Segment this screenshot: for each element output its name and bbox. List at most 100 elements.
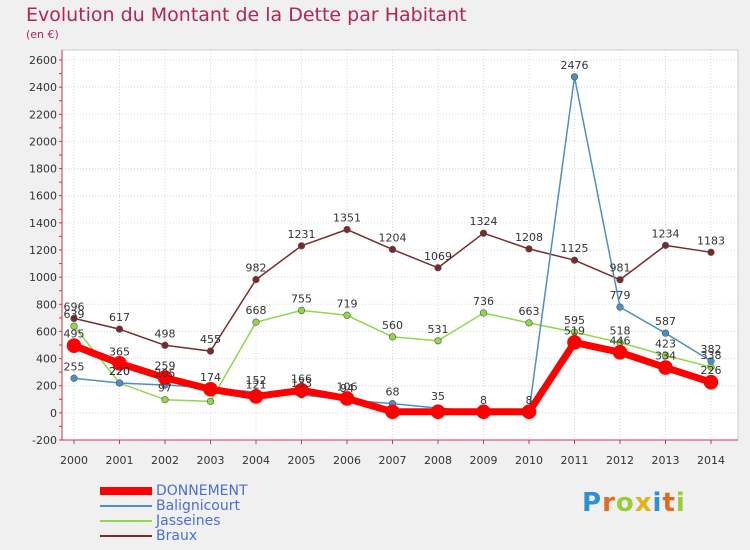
legend-label: Balignicourt (156, 498, 240, 514)
data-point (252, 318, 260, 326)
data-label: 617 (109, 311, 130, 324)
data-point (658, 360, 673, 375)
data-label: 152 (246, 374, 267, 387)
data-point (248, 389, 264, 404)
data-label: 1204 (379, 231, 407, 244)
x-tick-label: 2005 (288, 454, 316, 467)
x-tick-label: 2007 (379, 454, 407, 467)
data-point (703, 374, 719, 390)
data-point (707, 357, 715, 365)
data-point (297, 306, 306, 314)
y-tick-label: 1000 (29, 271, 57, 284)
data-label: 587 (655, 315, 676, 328)
y-tick-label: 800 (36, 298, 57, 311)
data-label: 1183 (697, 234, 725, 247)
data-point (479, 309, 488, 317)
x-tick-label: 2013 (652, 454, 680, 467)
data-point (161, 341, 169, 349)
data-point (112, 356, 127, 371)
data-label: 133 (291, 377, 312, 390)
x-tick-label: 2012 (606, 454, 634, 467)
data-point (294, 383, 309, 398)
x-tick-label: 2002 (151, 454, 179, 467)
y-tick-label: 600 (36, 325, 57, 338)
data-label: 1208 (515, 231, 543, 244)
data-label: 220 (109, 365, 130, 378)
data-label: 382 (701, 343, 722, 356)
data-label: 696 (64, 300, 85, 313)
data-label: 518 (610, 325, 631, 338)
x-tick-label: 2011 (561, 454, 589, 467)
data-point (70, 322, 78, 330)
data-point (661, 351, 670, 360)
data-label: 8 (480, 394, 487, 407)
data-label: 423 (655, 337, 676, 350)
y-tick-label: -200 (32, 434, 57, 447)
data-point (343, 225, 351, 234)
data-point (616, 303, 624, 311)
data-point (206, 347, 215, 355)
data-point (567, 335, 582, 350)
data-point (157, 370, 173, 386)
data-point (388, 245, 397, 254)
data-label: 639 (64, 308, 85, 321)
data-point (70, 314, 78, 323)
legend-label: DONNEMENT (156, 483, 248, 499)
data-point (616, 276, 624, 284)
legend-label: Braux (156, 528, 198, 544)
y-tick-label: 2000 (29, 135, 57, 148)
data-point (661, 241, 670, 249)
data-label: 1351 (333, 212, 361, 225)
data-label: 338 (701, 349, 722, 362)
data-point (430, 404, 446, 420)
data-point (252, 275, 260, 284)
data-point (476, 404, 491, 420)
legend-swatch (100, 520, 152, 522)
y-tick-label: 2400 (29, 81, 57, 94)
x-tick-label: 2003 (197, 454, 225, 467)
legend-swatch (100, 535, 152, 537)
data-point (115, 379, 124, 387)
legend-swatch (100, 487, 152, 495)
data-label: 663 (519, 305, 540, 318)
data-label: 1234 (652, 227, 680, 240)
y-tick-label: 2600 (29, 54, 57, 67)
y-tick-label: 200 (36, 380, 57, 393)
data-point (203, 381, 218, 397)
data-point (570, 73, 579, 81)
data-label: 2476 (561, 59, 589, 72)
data-point (570, 256, 579, 264)
y-tick-label: 1600 (29, 190, 57, 203)
data-label: 755 (291, 292, 312, 305)
data-label: 226 (701, 364, 722, 377)
data-point (612, 345, 628, 360)
data-label: 334 (655, 350, 676, 363)
data-label: 455 (200, 333, 221, 346)
data-point (70, 374, 78, 382)
x-tick-label: 2014 (697, 454, 725, 467)
data-point (707, 248, 715, 256)
data-label: 106 (337, 380, 358, 393)
data-label: 531 (428, 323, 449, 336)
x-tick-label: 2010 (515, 454, 543, 467)
y-tick-label: 1200 (29, 244, 57, 257)
data-point (115, 325, 124, 333)
chart-title: Evolution du Montant de la Dette par Hab… (26, 4, 467, 26)
x-tick-label: 2008 (424, 454, 452, 467)
data-label: 121 (246, 378, 267, 391)
data-label: 174 (200, 371, 221, 384)
x-tick-label: 2001 (106, 454, 134, 467)
data-label: 68 (386, 386, 400, 399)
data-point (66, 338, 82, 353)
proxiti-logo: Proxiti (582, 488, 686, 518)
data-point (206, 397, 215, 405)
data-label: 35 (431, 390, 445, 403)
x-tick-label: 2004 (242, 454, 270, 467)
data-label: 97 (158, 382, 172, 395)
data-label: 446 (610, 334, 631, 347)
data-label: 595 (564, 314, 585, 327)
data-point (297, 242, 306, 250)
data-point (434, 337, 442, 345)
data-point (521, 404, 537, 420)
data-point (661, 329, 670, 337)
